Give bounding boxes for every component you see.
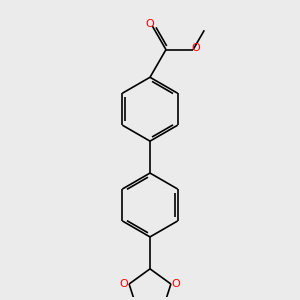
Text: O: O: [146, 19, 154, 29]
Text: O: O: [172, 279, 181, 289]
Text: O: O: [119, 279, 128, 289]
Text: O: O: [192, 43, 200, 53]
